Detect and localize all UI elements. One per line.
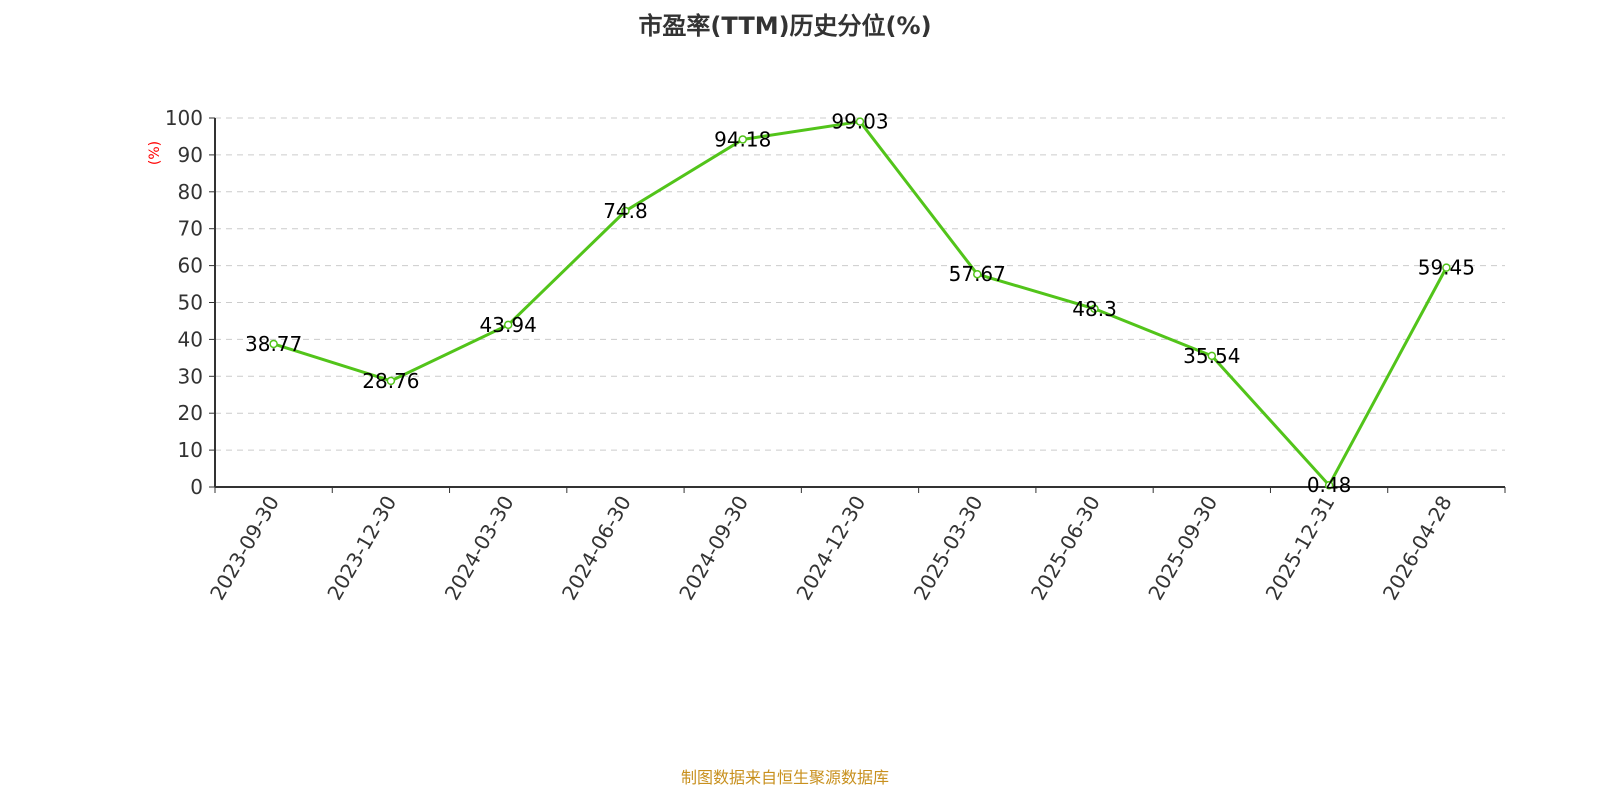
data-point bbox=[1442, 263, 1451, 272]
source-note: 制图数据来自恒生聚源数据库 bbox=[680, 768, 889, 787]
data-label: 99.03 bbox=[831, 110, 888, 134]
y-tick-label: 60 bbox=[178, 254, 203, 278]
data-label: 57.67 bbox=[949, 262, 1006, 286]
data-point bbox=[1324, 480, 1334, 490]
data-point bbox=[621, 206, 630, 216]
x-tick-label: 2023-12-30 bbox=[322, 492, 401, 605]
y-tick-label: 30 bbox=[178, 364, 203, 388]
y-tick-label: 50 bbox=[178, 291, 203, 315]
y-tick-label: 70 bbox=[178, 217, 203, 241]
data-point bbox=[738, 135, 747, 144]
y-tick-label: 0 bbox=[190, 475, 203, 499]
x-tick-label: 2025-06-30 bbox=[1026, 492, 1105, 605]
x-tick-label: 2026-04-28 bbox=[1378, 492, 1457, 605]
data-point bbox=[503, 320, 513, 330]
data-label: 38.77 bbox=[245, 332, 302, 356]
y-tick-label: 20 bbox=[178, 401, 203, 425]
x-tick-label: 2025-03-30 bbox=[909, 492, 988, 605]
data-label: 43.94 bbox=[480, 313, 537, 337]
data-point bbox=[973, 269, 982, 279]
y-tick-label: 10 bbox=[178, 438, 203, 462]
chart-title: 市盈率(TTM)历史分位(%) bbox=[638, 12, 932, 40]
y-tick-label: 100 bbox=[165, 106, 203, 130]
data-label: 0.48 bbox=[1307, 473, 1352, 497]
data-point bbox=[269, 339, 278, 349]
x-tick-label: 2025-09-30 bbox=[1143, 492, 1222, 605]
y-axis-label: (%) bbox=[147, 141, 163, 165]
data-label: 48.3 bbox=[1072, 297, 1117, 321]
data-label: 74.8 bbox=[603, 199, 648, 223]
data-point bbox=[1207, 351, 1217, 361]
y-tick-label: 40 bbox=[178, 327, 203, 351]
data-label: 94.18 bbox=[714, 127, 771, 151]
x-tick-label: 2025-12-31 bbox=[1261, 492, 1340, 605]
data-point bbox=[386, 376, 396, 386]
y-tick-label: 80 bbox=[178, 180, 203, 204]
x-tick-label: 2024-09-30 bbox=[674, 492, 753, 605]
x-tick-label: 2023-09-30 bbox=[205, 492, 284, 605]
x-tick-label: 2024-06-30 bbox=[557, 492, 636, 605]
y-tick-label: 90 bbox=[178, 143, 203, 167]
data-label: 59.45 bbox=[1418, 256, 1475, 280]
data-label: 35.54 bbox=[1183, 344, 1240, 368]
data-point bbox=[855, 117, 865, 126]
x-tick-label: 2024-12-30 bbox=[791, 492, 870, 605]
data-label: 28.76 bbox=[362, 369, 419, 393]
series-line bbox=[273, 119, 1448, 488]
x-tick-label: 2024-03-30 bbox=[440, 492, 519, 605]
data-point bbox=[1090, 304, 1099, 314]
